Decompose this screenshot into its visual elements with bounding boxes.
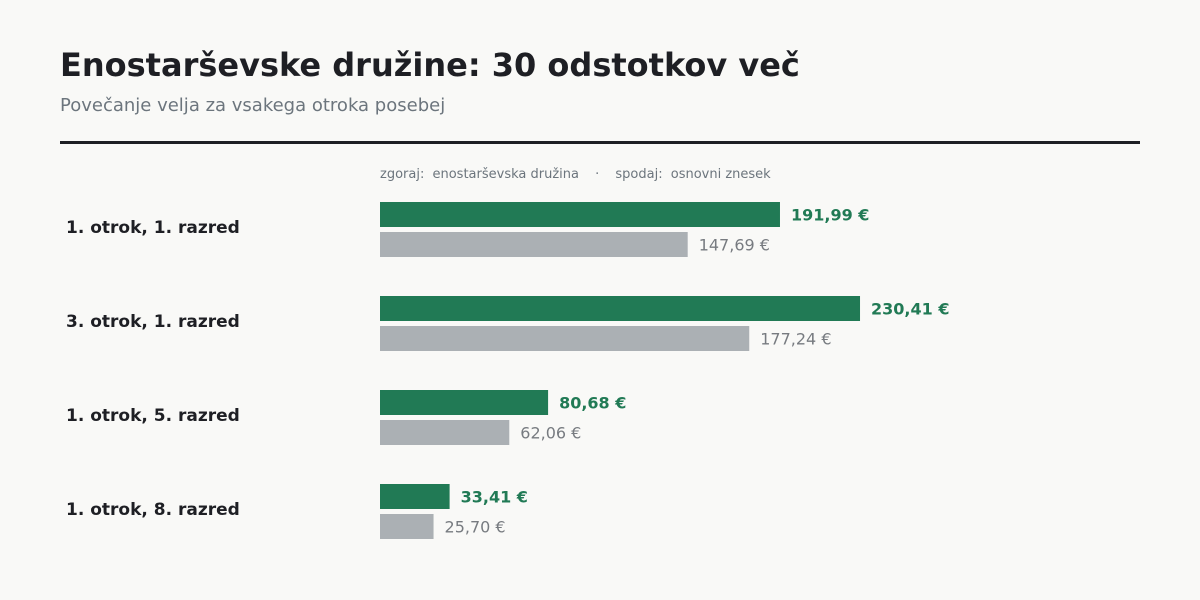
legend-entry: osnovni znesek bbox=[671, 167, 771, 182]
value-label: 147,69 € bbox=[699, 236, 770, 255]
category-label: 3. otrok, 1. razred bbox=[66, 312, 240, 332]
chart-title: Enostarševske družine: 30 odstotkov več bbox=[60, 46, 800, 84]
category-label: 1. otrok, 1. razred bbox=[66, 218, 240, 238]
value-label: 25,70 € bbox=[445, 518, 506, 537]
bar bbox=[380, 514, 434, 539]
legend-prefix: spodaj: bbox=[615, 167, 662, 182]
legend-prefix: zgoraj: bbox=[380, 167, 424, 182]
bar bbox=[380, 202, 780, 227]
bar bbox=[380, 390, 549, 415]
value-label: 177,24 € bbox=[760, 330, 831, 349]
value-label: 33,41 € bbox=[461, 488, 528, 507]
bar bbox=[380, 420, 510, 445]
chart-subtitle: Povečanje velja za vsakega otroka posebe… bbox=[60, 95, 445, 116]
category-label: 1. otrok, 5. razred bbox=[66, 406, 240, 426]
bar bbox=[380, 326, 750, 351]
bar bbox=[380, 232, 688, 257]
value-label: 80,68 € bbox=[559, 394, 626, 413]
legend-separator: · bbox=[595, 167, 599, 182]
category-label: 1. otrok, 8. razred bbox=[66, 500, 240, 520]
legend-entry: enostarševska družina bbox=[432, 167, 579, 182]
bar bbox=[380, 484, 450, 509]
bar bbox=[380, 296, 861, 321]
value-label: 230,41 € bbox=[871, 300, 949, 319]
value-label: 191,99 € bbox=[791, 206, 869, 225]
legend: zgoraj: enostarševska družina · spodaj: … bbox=[380, 167, 771, 182]
value-label: 62,06 € bbox=[520, 424, 581, 443]
